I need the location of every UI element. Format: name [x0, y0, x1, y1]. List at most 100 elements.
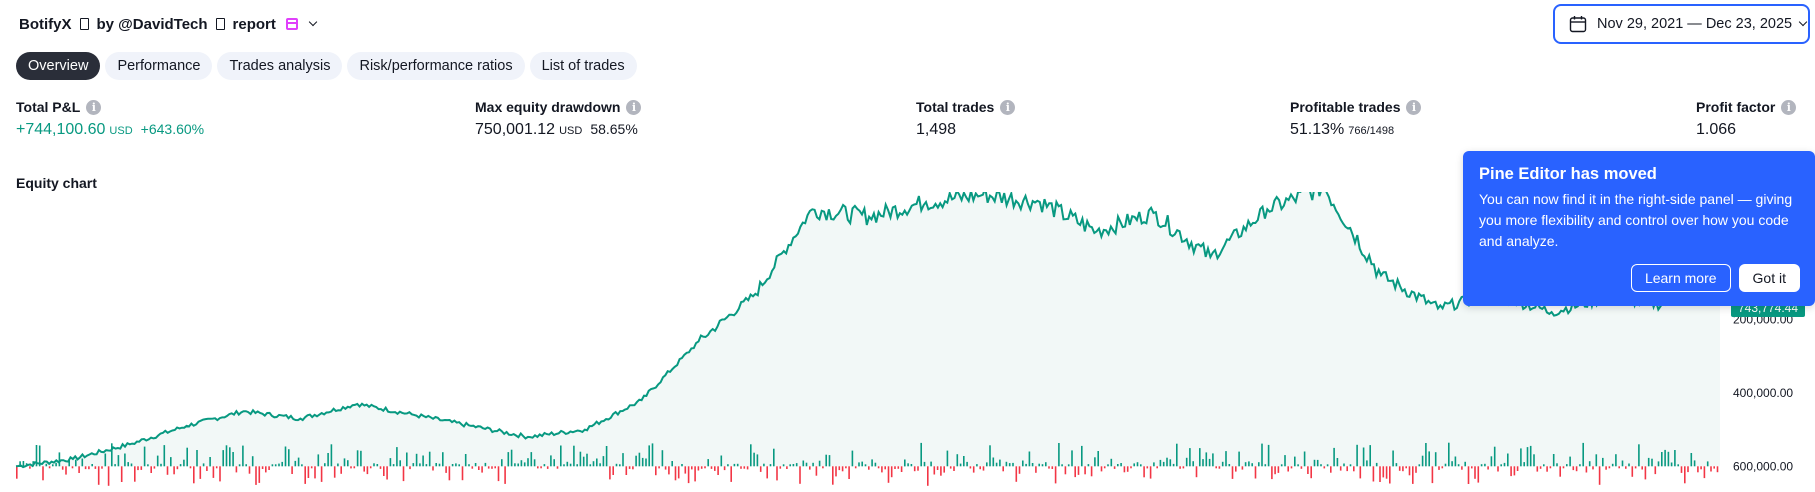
winning-trade-bar — [553, 459, 555, 467]
winning-trade-bar — [956, 454, 959, 467]
winning-trade-bar — [464, 454, 467, 467]
winning-trade-bar — [412, 463, 415, 467]
losing-trade-bar — [943, 466, 945, 473]
chevron-down-icon — [1798, 17, 1808, 27]
winning-trade-bar — [582, 456, 585, 467]
losing-trade-bar — [1703, 466, 1706, 479]
losing-trade-bar — [1402, 466, 1404, 472]
losing-trade-bar — [723, 466, 726, 471]
winning-trade-bar — [130, 463, 133, 467]
winning-trade-bar — [563, 464, 565, 467]
equity-area — [16, 192, 1720, 468]
losing-trade-bar — [1241, 466, 1244, 470]
losing-trade-bar — [481, 466, 483, 473]
winning-trade-bar — [576, 464, 578, 467]
winning-trade-bar — [425, 464, 428, 467]
losing-trade-bar — [1697, 466, 1699, 473]
tab-overview[interactable]: Overview — [16, 52, 101, 80]
winning-trade-bar — [1031, 463, 1034, 467]
info-icon[interactable]: i — [1000, 99, 1016, 115]
winning-trade-bar — [1369, 445, 1371, 467]
winning-trade-bar — [527, 458, 529, 467]
winning-trade-bar — [1582, 442, 1584, 467]
losing-trade-bar — [189, 466, 192, 469]
losing-trade-bar — [1487, 466, 1489, 470]
winning-trade-bar — [104, 453, 107, 467]
losing-trade-bar — [1064, 466, 1067, 475]
losing-trade-bar — [94, 466, 97, 469]
losing-trade-bar — [1048, 466, 1050, 469]
winning-trade-bar — [966, 461, 968, 467]
winning-trade-bar — [1140, 464, 1142, 467]
tab-list-of-trades[interactable]: List of trades — [529, 52, 637, 80]
winning-trade-bar — [520, 460, 523, 467]
losing-trade-bar — [1562, 466, 1565, 469]
losing-trade-bar — [107, 466, 110, 486]
popup-body: You can now find it in the right-side pa… — [1479, 191, 1793, 249]
winning-trade-bar — [1162, 461, 1165, 467]
winning-trade-bar — [907, 463, 909, 467]
strategy-title[interactable]: BotifyX by @DavidTech report — [19, 12, 318, 36]
winning-trade-bar — [763, 463, 765, 467]
losing-trade-bar — [310, 466, 313, 469]
losing-trade-bar — [1054, 466, 1057, 484]
losing-trade-bar — [632, 466, 634, 470]
winning-trade-bar — [179, 464, 182, 467]
winning-trade-bar — [389, 458, 392, 467]
info-icon[interactable]: i — [1406, 99, 1422, 115]
stat-label: Total P&L — [16, 99, 81, 115]
losing-trade-bar — [894, 466, 896, 469]
losing-trade-bar — [1385, 466, 1388, 479]
losing-trade-bar — [1575, 466, 1578, 472]
winning-trade-bar — [635, 455, 637, 467]
winning-trade-bar — [347, 460, 349, 467]
winning-trade-bar — [818, 460, 821, 467]
losing-trade-bar — [353, 466, 356, 469]
winning-trade-bar — [1061, 464, 1063, 467]
date-range-button[interactable]: Nov 29, 2021 — Dec 23, 2025 — [1553, 4, 1810, 44]
tab-risk-performance-ratios[interactable]: Risk/performance ratios — [347, 52, 525, 80]
winning-trade-bar — [52, 464, 54, 467]
tab-performance[interactable]: Performance — [105, 52, 213, 80]
got-it-button[interactable]: Got it — [1738, 264, 1800, 292]
losing-trade-bar — [841, 466, 844, 472]
winning-trade-bar — [566, 461, 569, 467]
winning-trade-bar — [959, 463, 962, 467]
winning-trade-bar — [1176, 443, 1178, 467]
losing-trade-bar — [137, 466, 139, 471]
trade-bars — [16, 442, 1719, 486]
info-icon[interactable]: i — [86, 99, 102, 115]
winning-trade-bar — [661, 450, 664, 467]
winning-trade-bar — [278, 463, 280, 467]
tab-trades-analysis[interactable]: Trades analysis — [217, 52, 343, 80]
winning-trade-bar — [1421, 455, 1424, 467]
winning-trade-bar — [406, 452, 408, 467]
winning-trade-bar — [435, 463, 437, 467]
learn-more-button[interactable]: Learn more — [1630, 264, 1731, 292]
losing-trade-bar — [219, 466, 221, 482]
winning-trade-bar — [330, 444, 333, 467]
losing-trade-bar — [1641, 466, 1643, 470]
losing-trade-bar — [1346, 466, 1348, 472]
winning-trade-bar — [517, 463, 519, 467]
winning-trade-bar — [1434, 452, 1437, 467]
winning-trade-bar — [1005, 461, 1008, 467]
winning-trade-bar — [507, 452, 510, 467]
winning-trade-bar — [569, 463, 572, 467]
winning-trade-bar — [1526, 447, 1529, 467]
losing-trade-bar — [1002, 466, 1004, 472]
winning-trade-bar — [1667, 451, 1670, 467]
info-icon[interactable]: i — [626, 99, 642, 115]
winning-trade-bar — [1071, 450, 1073, 467]
winning-trade-bar — [81, 458, 84, 467]
winning-trade-bar — [1579, 464, 1581, 467]
winning-trade-bar — [1169, 459, 1172, 467]
winning-trade-bar — [579, 451, 582, 467]
chevron-down-icon[interactable] — [308, 17, 318, 27]
winning-trade-bar — [871, 459, 873, 467]
winning-trade-bar — [1153, 462, 1155, 467]
winning-trade-bar — [1615, 454, 1617, 467]
winning-trade-bar — [238, 464, 241, 467]
info-icon[interactable]: i — [1781, 99, 1797, 115]
